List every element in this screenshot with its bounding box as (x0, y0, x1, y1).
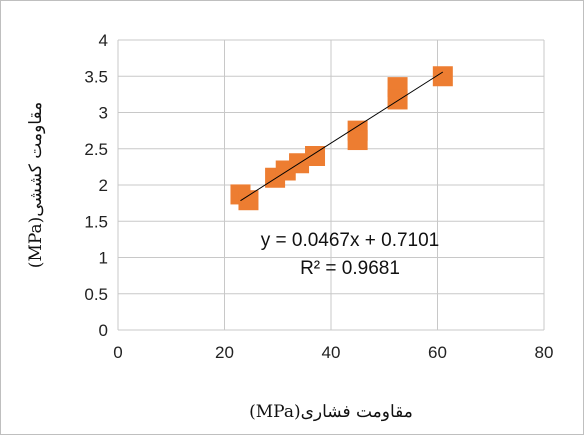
y-tick-label: 0.5 (84, 285, 108, 304)
y-tick-label: 3.5 (84, 67, 108, 86)
y-tick-label: 1 (99, 249, 108, 268)
trendline-equation: y = 0.0467x + 0.7101 (261, 230, 440, 251)
x-tick-label: 80 (535, 343, 554, 362)
x-tick-label: 0 (113, 343, 122, 362)
y-tick-label: 1.5 (84, 212, 108, 231)
r-squared-label: R² = 0.9681 (300, 258, 400, 279)
y-axis-title: مقاومت کششی(MPa) (26, 102, 46, 268)
trendline-group (240, 71, 444, 202)
x-tick-label: 60 (428, 343, 447, 362)
data-point (387, 89, 408, 110)
x-tick-label: 20 (215, 343, 234, 362)
data-point (238, 190, 259, 211)
x-tick-label: 40 (322, 343, 341, 362)
data-point (432, 66, 453, 87)
y-tick-label: 4 (99, 31, 108, 50)
y-tick-labels: 0 0.5 1 1.5 2 2.5 3 3.5 4 (84, 31, 108, 340)
gridlines (117, 39, 545, 331)
y-tick-label: 0 (99, 321, 108, 340)
data-point (347, 130, 368, 151)
trendline (240, 71, 444, 202)
y-tick-label: 3 (99, 104, 108, 123)
y-tick-label: 2.5 (84, 140, 108, 159)
data-points (230, 66, 453, 211)
data-point (305, 146, 326, 166)
y-tick-label: 2 (99, 176, 108, 195)
x-axis-title: مقاومت فشاری(MPa) (249, 402, 413, 422)
x-tick-labels: 0 20 40 60 80 (113, 343, 553, 362)
